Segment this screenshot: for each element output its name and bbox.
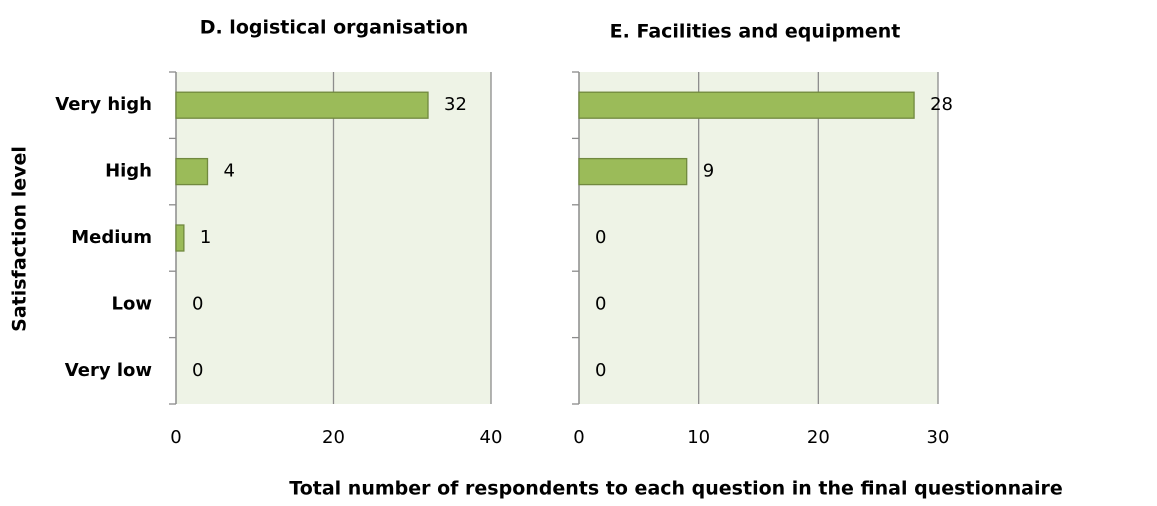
x-tick-label: 30 xyxy=(927,427,950,448)
data-label: 0 xyxy=(192,360,203,381)
data-label: 0 xyxy=(595,293,606,314)
bar xyxy=(175,224,185,252)
bar xyxy=(578,91,915,119)
data-label: 4 xyxy=(224,161,235,182)
y-tick-label: Low xyxy=(112,293,152,314)
bar xyxy=(578,157,688,186)
data-label: 28 xyxy=(930,94,953,115)
y-tick-label: Very low xyxy=(65,360,152,381)
y-axis-label: Satisfaction level xyxy=(9,146,31,332)
chart-title: E. Facilities and equipment xyxy=(610,21,901,43)
y-tick-label: Very high xyxy=(55,94,152,115)
data-label: 0 xyxy=(192,293,203,314)
bar xyxy=(175,157,209,186)
data-label: 32 xyxy=(444,94,467,115)
x-tick-label: 20 xyxy=(322,427,345,448)
data-label: 0 xyxy=(595,227,606,248)
data-label: 9 xyxy=(703,161,714,182)
x-tick-label: 0 xyxy=(573,427,584,448)
x-tick-label: 40 xyxy=(480,427,503,448)
x-tick-label: 20 xyxy=(807,427,830,448)
data-label: 0 xyxy=(595,360,606,381)
x-tick-label: 10 xyxy=(687,427,710,448)
x-axis-label: Total number of respondents to each ques… xyxy=(289,478,1062,500)
y-tick-label: Medium xyxy=(71,227,152,248)
plot-area xyxy=(579,72,938,404)
chart-title: D. logistical organisation xyxy=(200,17,469,39)
bar xyxy=(175,91,429,119)
data-label: 1 xyxy=(200,227,211,248)
x-tick-label: 0 xyxy=(170,427,181,448)
y-tick-label: High xyxy=(105,161,152,182)
